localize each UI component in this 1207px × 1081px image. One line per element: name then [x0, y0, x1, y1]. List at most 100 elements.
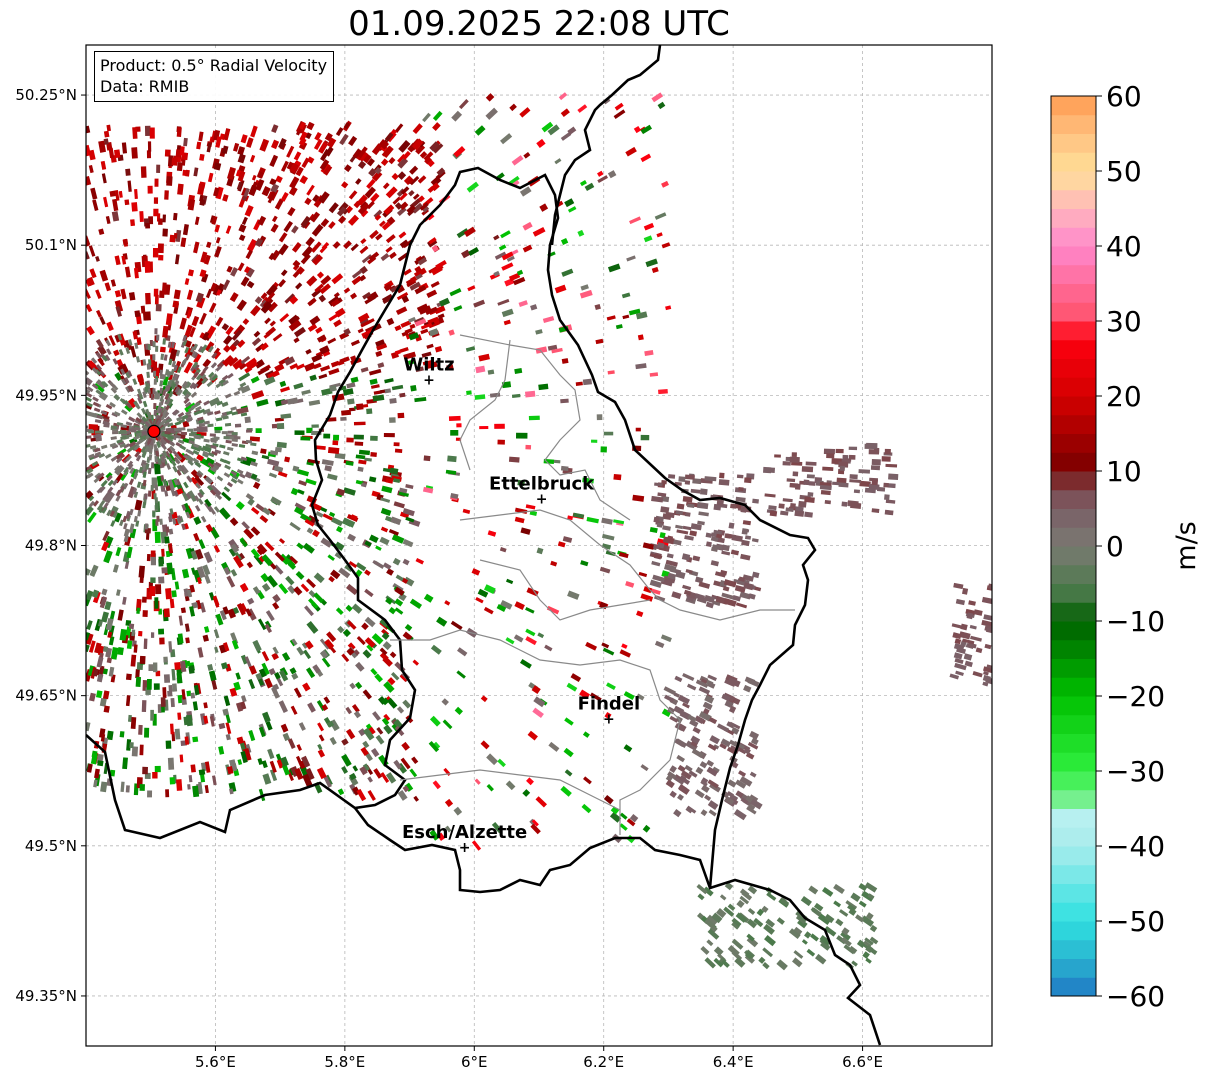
echo-gate [749, 730, 760, 740]
echo-gate [660, 506, 670, 514]
echo-gate [356, 636, 366, 646]
echo-gate [193, 352, 199, 359]
echo-gate [728, 705, 737, 714]
echo-gate [86, 276, 95, 287]
echo-gate [851, 960, 858, 967]
echo-gate [269, 154, 279, 167]
echo-gate [864, 882, 878, 893]
echo-gate [409, 323, 416, 330]
echo-gate [193, 434, 200, 439]
echo-gate [245, 493, 255, 501]
echo-gate [721, 550, 731, 556]
echo-gate [548, 741, 560, 752]
echo-gate [315, 326, 323, 334]
echo-gate [321, 241, 330, 250]
echo-gate [450, 492, 459, 500]
echo-gate [677, 694, 691, 705]
echo-gate [819, 484, 832, 491]
echo-gate [547, 124, 560, 136]
echo-gate [153, 402, 157, 410]
echo-gate [467, 285, 476, 292]
echo-gate [86, 644, 90, 653]
echo-gate [59, 448, 65, 452]
echo-gate [341, 409, 352, 416]
echo-gate [192, 449, 200, 456]
echo-gate [390, 132, 397, 140]
echo-gate [357, 466, 364, 472]
echo-gate [117, 647, 124, 656]
echo-gate [727, 779, 737, 788]
echo-gate [501, 251, 514, 261]
echo-gate [350, 292, 358, 300]
echo-gate [316, 271, 325, 279]
echo-gate [219, 444, 226, 449]
echo-gate [719, 472, 725, 479]
echo-gate [386, 216, 396, 226]
echo-gate [173, 289, 181, 300]
echo-gate [135, 356, 141, 363]
echo-gate [176, 416, 183, 422]
echo-gate [293, 687, 302, 698]
echo-gate [160, 485, 165, 492]
echo-gate [738, 576, 746, 582]
echo-gate [396, 706, 405, 714]
echo-gate [387, 677, 396, 686]
echo-gate [230, 569, 238, 577]
echo-gate [705, 541, 712, 547]
echo-gate [127, 460, 134, 468]
echo-gate [269, 178, 277, 186]
echo-gate [252, 639, 262, 652]
echo-gate [95, 352, 102, 359]
echo-gate [308, 399, 321, 406]
echo-gate [181, 491, 189, 502]
echo-gate [322, 513, 335, 522]
echo-gate [403, 351, 417, 360]
echo-region-west-mixed [86, 372, 415, 802]
echo-gate [125, 455, 132, 462]
echo-gate [384, 132, 394, 142]
echo-gate [238, 224, 247, 233]
echo-gate [407, 359, 415, 365]
echo-gate [750, 798, 763, 810]
echo-gate [394, 324, 402, 332]
echo-gate [130, 345, 137, 358]
echo-gate [287, 561, 297, 570]
echo-gate [172, 518, 177, 525]
echo-gate [283, 220, 293, 233]
echo-gate [143, 312, 148, 321]
city-label: Wiltz [403, 354, 454, 375]
echo-gate [160, 438, 168, 445]
echo-gate [128, 416, 136, 423]
echo-gate [165, 789, 170, 798]
echo-gate [168, 641, 173, 653]
echo-gate [849, 474, 858, 480]
echo-gate [575, 381, 583, 386]
echo-gate [162, 408, 168, 416]
echo-gate [113, 411, 121, 417]
echo-gate [223, 486, 231, 493]
echo-gate [383, 724, 393, 735]
echo-gate [215, 236, 221, 244]
echo-gate [317, 743, 323, 750]
echo-gate [663, 686, 676, 696]
echo-gate [798, 500, 807, 508]
echo-gate [180, 660, 187, 673]
echo-gate [524, 390, 536, 398]
echo-gate [186, 416, 193, 422]
echo-gate [269, 760, 277, 773]
echo-gate [374, 214, 382, 221]
echo-gate [153, 288, 159, 297]
echo-gate [281, 764, 291, 776]
echo-gate [433, 143, 444, 154]
echo-gate [356, 788, 367, 802]
echo-gate [104, 282, 112, 292]
echo-gate [253, 330, 261, 338]
echo-gate [396, 292, 409, 301]
echo-gate [89, 564, 99, 578]
echo-gate [673, 809, 682, 818]
echo-gate [169, 348, 178, 362]
echo-gate [300, 583, 310, 593]
echo-gate [204, 498, 212, 508]
echo-gate [196, 577, 202, 585]
echo-gate [871, 508, 880, 513]
